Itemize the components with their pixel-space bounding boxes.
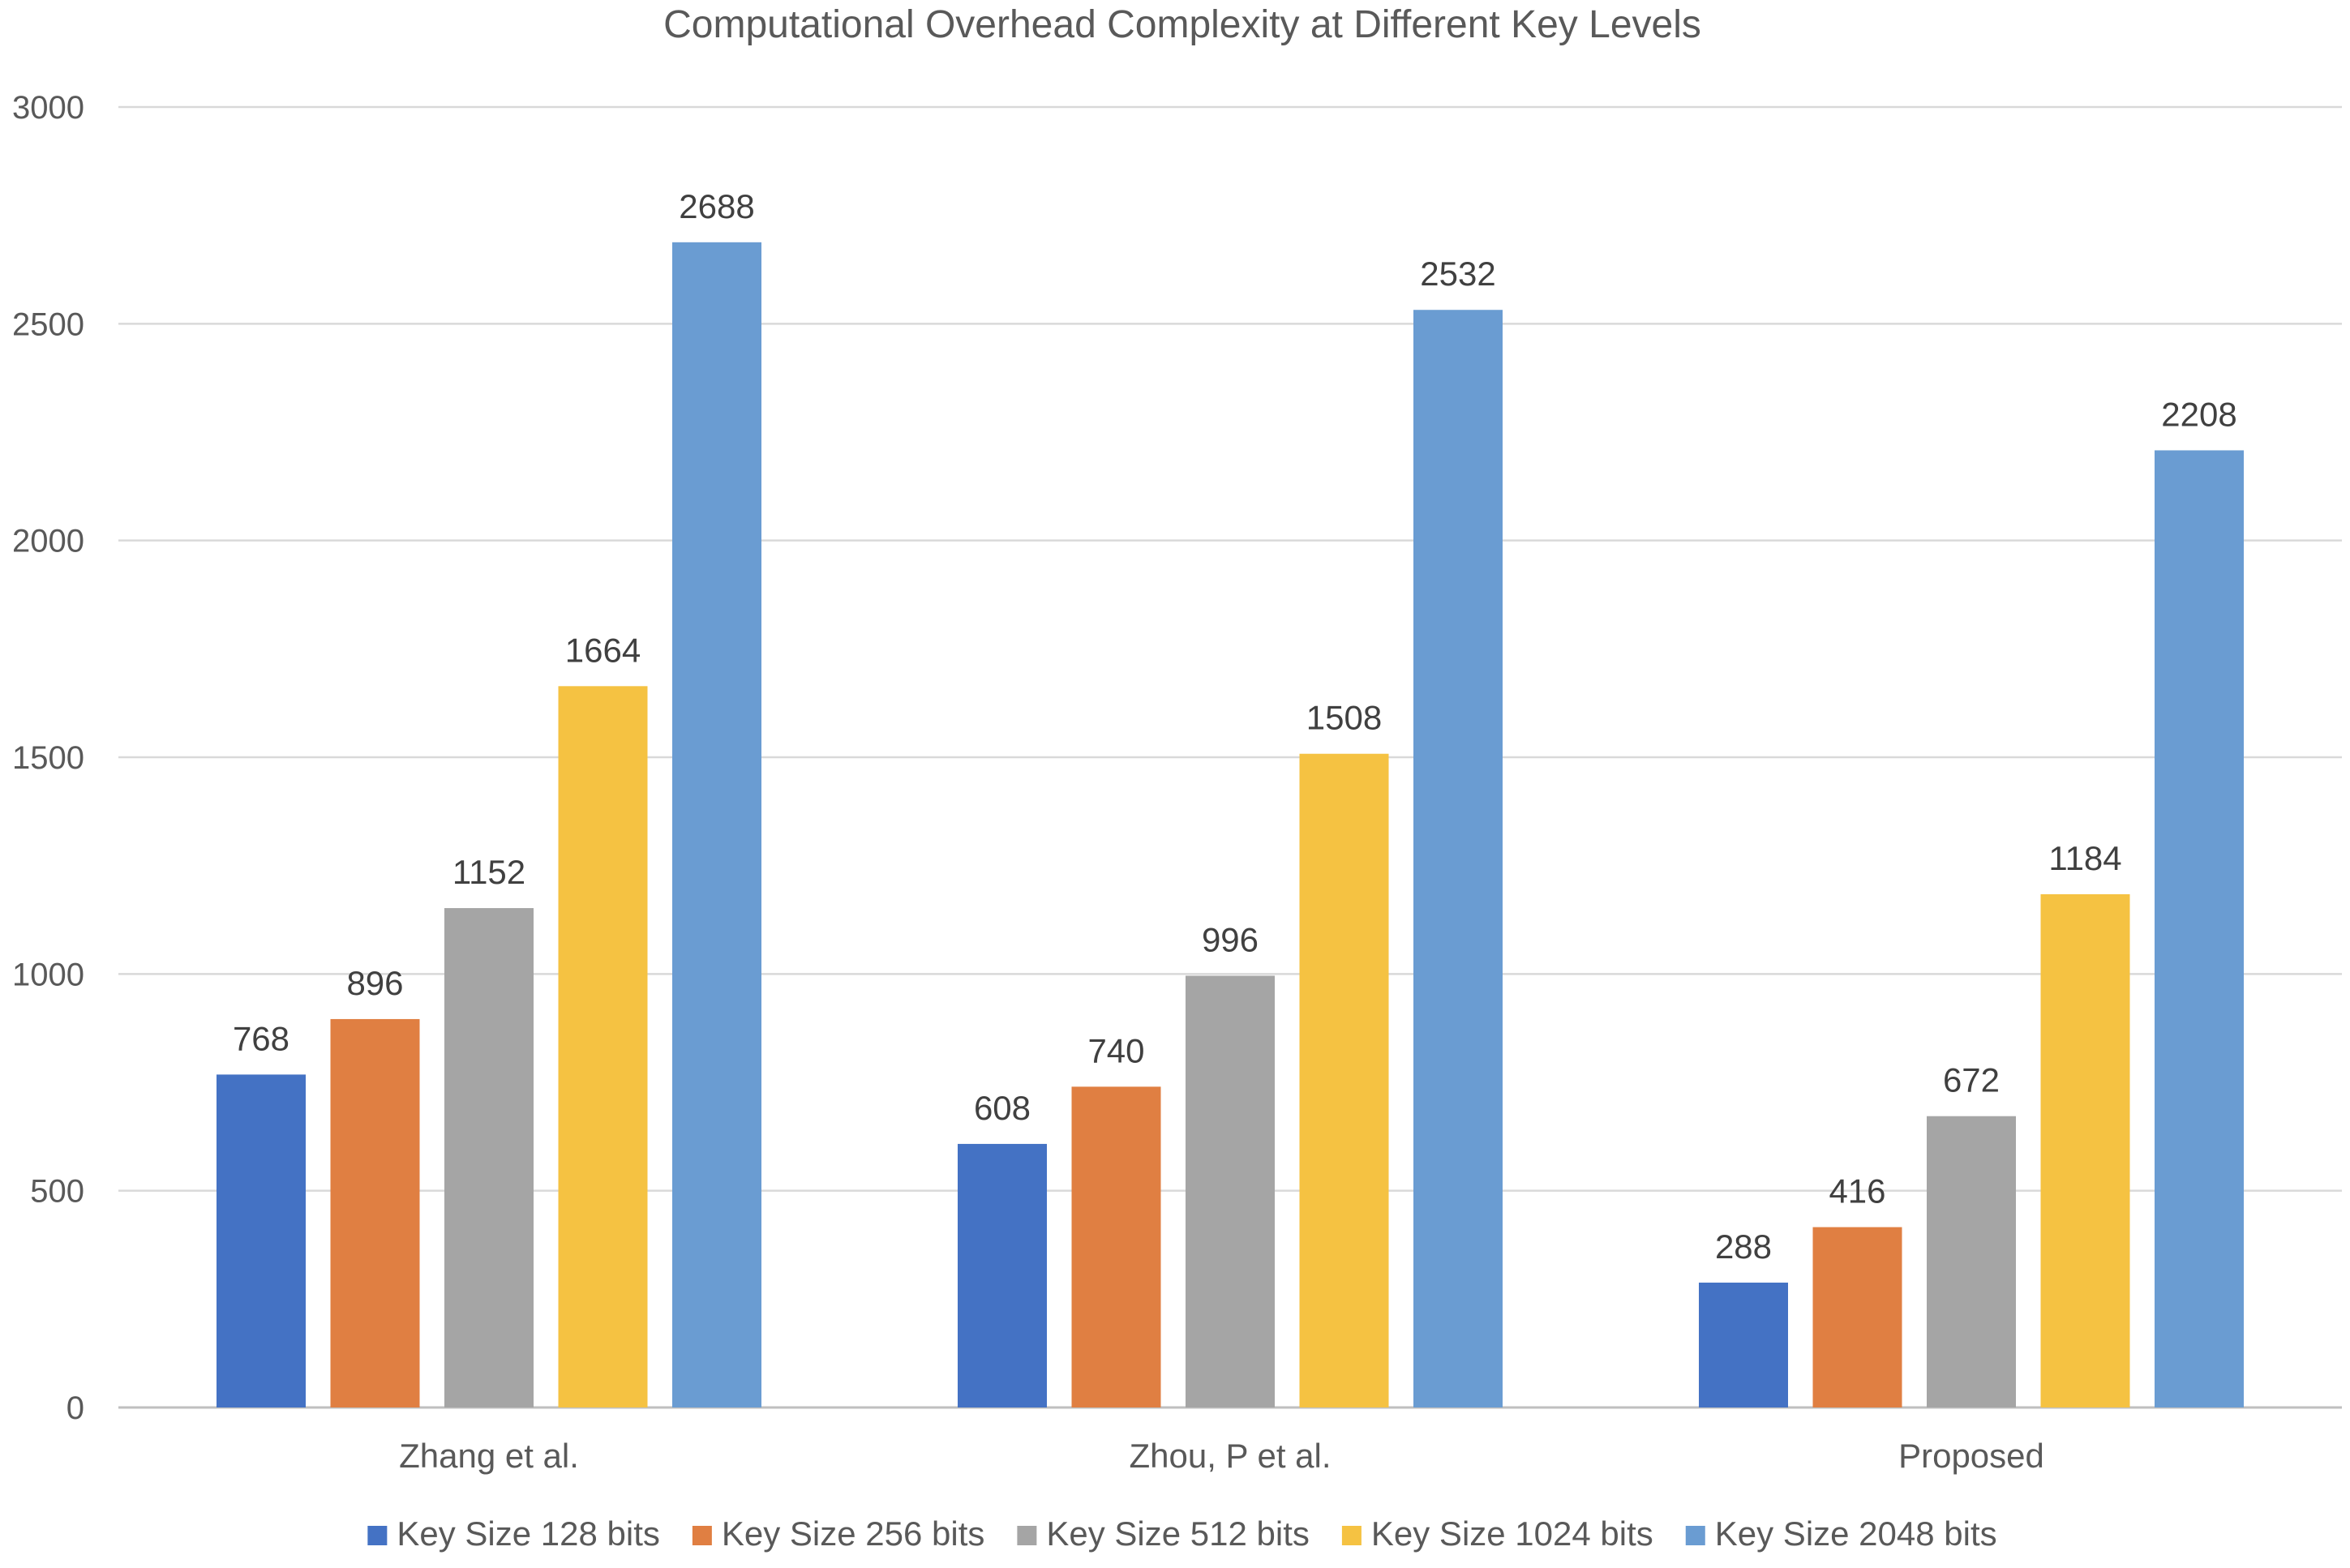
- legend-swatch: [367, 1526, 388, 1545]
- x-axis-category-labels: Zhang et al. Zhou, P et al. Proposed: [399, 1437, 2044, 1475]
- y-tick-label: 3000: [12, 90, 84, 126]
- category-label: Proposed: [1898, 1437, 2044, 1475]
- data-label: 608: [974, 1089, 1031, 1127]
- y-tick-label: 0: [66, 1390, 84, 1426]
- legend-swatch: [1017, 1526, 1037, 1545]
- data-label: 768: [233, 1019, 289, 1057]
- legend-label: Key Size 256 bits: [722, 1514, 985, 1553]
- bar: [672, 242, 761, 1407]
- legend-swatch: [1341, 1526, 1362, 1545]
- bar: [1299, 753, 1389, 1407]
- legend-item: Key Size 256 bits: [692, 1514, 985, 1553]
- bar: [1071, 1086, 1161, 1407]
- legend-label: Key Size 512 bits: [1046, 1514, 1310, 1553]
- y-tick-label: 2000: [12, 524, 84, 559]
- data-label: 1184: [2048, 839, 2121, 877]
- legend-item: Key Size 1024 bits: [1341, 1514, 1653, 1553]
- category-label: Zhang et al.: [399, 1437, 579, 1475]
- bar: [558, 686, 648, 1407]
- data-label: 416: [1829, 1172, 1885, 1210]
- data-label: 896: [346, 964, 403, 1002]
- y-tick-label: 2500: [12, 306, 84, 342]
- y-tick-label: 500: [30, 1174, 84, 1210]
- bar: [1927, 1116, 2016, 1407]
- legend: Key Size 128 bits Key Size 256 bits Key Si…: [367, 1514, 1997, 1553]
- bar: [330, 1018, 420, 1407]
- data-label: 740: [1087, 1031, 1144, 1069]
- data-label: 2208: [2161, 395, 2236, 433]
- bar: [217, 1074, 306, 1407]
- data-label: 1152: [452, 853, 525, 891]
- data-label: 288: [1715, 1227, 1772, 1266]
- bar: [444, 908, 534, 1407]
- legend-label: Key Size 1024 bits: [1371, 1514, 1653, 1553]
- bar: [1413, 310, 1503, 1407]
- bar: [1699, 1283, 1788, 1407]
- data-label: 996: [1202, 920, 1259, 958]
- bars: [217, 242, 2244, 1407]
- y-tick-label: 1000: [12, 957, 84, 992]
- chart-title: Computational Overhead Complexity at Dif…: [663, 3, 1701, 46]
- legend-label: Key Size 128 bits: [397, 1514, 660, 1553]
- bar: [2040, 893, 2130, 1407]
- bar: [2155, 450, 2244, 1407]
- legend-swatch: [1685, 1526, 1705, 1545]
- bar: [958, 1143, 1047, 1407]
- data-label: 1664: [565, 631, 641, 669]
- data-label: 2532: [1420, 255, 1495, 293]
- legend-item: Key Size 128 bits: [367, 1514, 660, 1553]
- data-label: 2688: [679, 187, 754, 225]
- legend-label: Key Size 2048 bits: [1715, 1514, 1997, 1553]
- data-label: 672: [1943, 1061, 2000, 1099]
- bar: [1186, 975, 1275, 1407]
- legend-item: Key Size 512 bits: [1017, 1514, 1310, 1553]
- legend-swatch: [692, 1526, 712, 1545]
- bar: [1812, 1227, 1902, 1407]
- y-tick-label: 1500: [12, 740, 84, 776]
- legend-item: Key Size 2048 bits: [1685, 1514, 1997, 1553]
- y-axis-tick-labels: 0 500 1000 1500 2000 2500 3000: [12, 90, 84, 1426]
- category-label: Zhou, P et al.: [1129, 1437, 1331, 1475]
- data-label: 1508: [1306, 699, 1382, 737]
- data-labels: 768 896 1152 1664 2688 608 740 996 1508 2532 288 41…: [233, 187, 2237, 1266]
